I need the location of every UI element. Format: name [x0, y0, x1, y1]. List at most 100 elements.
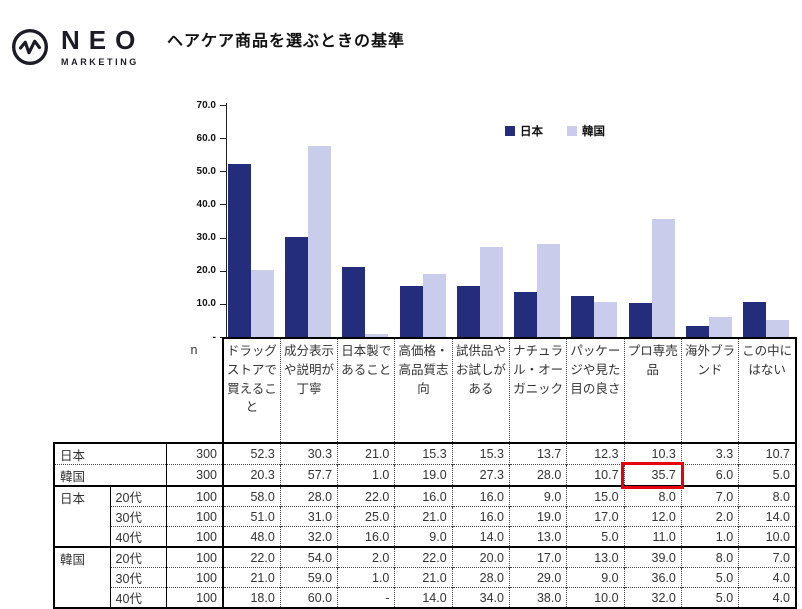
value-cell: 16.0 — [337, 526, 396, 547]
bar-korea-8 — [651, 218, 675, 337]
neo-marketing-logo: NEO MARKETING — [10, 27, 144, 67]
value-cell: 60.0 — [280, 587, 339, 609]
y-tick-label: 10.0 — [196, 298, 216, 310]
bar-japan-9 — [686, 326, 709, 337]
n-value-cell: 100 — [166, 546, 224, 568]
column-header-cell: 成分表示や説明が丁寧 — [279, 337, 339, 444]
value-cell: 9.0 — [566, 567, 625, 588]
highlight-box — [621, 461, 685, 489]
table-row: 30代 100 51.0 31.0 25.0 21.0 16.0 19.0 17.0 12.0 2.… — [54, 506, 797, 527]
value-cell: 28.0 — [280, 485, 339, 507]
value-cell: 6.0 — [681, 464, 740, 486]
column-header-cell: ナチュラル・オーガニック — [508, 337, 568, 444]
column-header-cell: パッケージや見た目の良さ — [566, 337, 625, 444]
y-axis-tick — [220, 204, 226, 206]
bar-japan-3 — [342, 267, 366, 337]
n-value-cell: 100 — [166, 587, 224, 609]
value-cell: 36.0 — [624, 567, 682, 588]
value-cell: 17.0 — [509, 546, 568, 568]
value-cell: 8.0 — [681, 546, 740, 568]
value-cell: 1.0 — [337, 464, 396, 486]
y-axis-tick — [220, 171, 226, 173]
table-row: 韓国 20代 100 22.0 54.0 2.0 22.0 20.0 17.0 13.0 39.0 8… — [53, 546, 797, 609]
value-cell: 10.0 — [566, 587, 625, 609]
value-cell: 25.0 — [337, 506, 396, 527]
bar-korea-2 — [307, 145, 331, 337]
table-row: 40代 100 18.0 60.0-14.0 34.0 38.0 10.0 32.0 5.0 4.… — [54, 587, 797, 609]
value-cell: 38.0 — [509, 587, 568, 609]
value-cell: 11.0 — [624, 526, 682, 547]
value-cell: 29.0 — [509, 567, 568, 588]
table-header-row: n ドラッグストアで買えること 成分表示や説明が丁寧 日本製であること 高価格・高品質志… — [54, 337, 797, 444]
value-cell: 14.0 — [452, 526, 510, 547]
value-cell: 21.0 — [394, 506, 453, 527]
value-cell: 28.0 — [509, 464, 568, 486]
value-cell: 20.3 — [223, 464, 281, 486]
value-cell: 32.0 — [280, 526, 339, 547]
y-axis-tick — [220, 237, 226, 239]
n-value-cell: 100 — [166, 485, 224, 507]
value-cell: 32.0 — [624, 587, 682, 609]
legend-swatch-korea — [567, 126, 577, 136]
y-tick-label: 70.0 — [196, 99, 216, 111]
value-cell: 54.0 — [280, 546, 339, 568]
bar-korea-3 — [365, 333, 389, 337]
value-cell: 5.0 — [681, 567, 740, 588]
bar-korea-7 — [594, 301, 618, 337]
page-title: ヘアケア商品を選ぶときの基準 — [167, 33, 406, 50]
value-cell: 48.0 — [223, 526, 281, 547]
value-cell: 2.0 — [681, 506, 740, 527]
legend-label: 日本 — [520, 126, 543, 138]
row-age-label: 40代 — [110, 587, 167, 609]
value-cell: 31.0 — [280, 506, 339, 527]
value-cell: 8.0 — [624, 485, 682, 507]
value-cell: 52.3 — [223, 442, 281, 465]
row-age-label: 30代 — [110, 506, 167, 527]
value-cell: 51.0 — [223, 506, 281, 527]
value-cell: 7.0 — [738, 546, 797, 568]
n-column-header: n — [190, 343, 198, 357]
value-cell: 30.3 — [280, 442, 339, 465]
value-cell: - — [337, 587, 396, 609]
value-cell: 9.0 — [509, 485, 568, 507]
value-cell: 3.3 — [681, 442, 740, 465]
n-value-cell: 300 — [166, 442, 224, 465]
value-cell: 1.0 — [337, 567, 396, 588]
value-cell: 13.7 — [509, 442, 568, 465]
bar-japan-7 — [571, 296, 595, 337]
legend-item-korea: 韓国 — [567, 123, 605, 139]
value-cell: 34.0 — [452, 587, 510, 609]
value-cell: 7.0 — [681, 485, 740, 507]
value-cell: 22.0 — [394, 546, 453, 568]
row-age-label: 30代 — [110, 567, 167, 588]
value-cell: 17.0 — [566, 506, 625, 527]
value-cell: 5.0 — [738, 464, 797, 486]
bar-korea-4 — [422, 274, 446, 337]
value-cell: 2.0 — [337, 546, 396, 568]
y-axis-line — [226, 103, 227, 337]
value-cell: 20.0 — [452, 546, 510, 568]
value-cell: 10.7 — [738, 442, 797, 465]
header-blank-cell — [54, 338, 166, 443]
bar-japan-6 — [514, 291, 538, 337]
value-cell: 15.3 — [394, 442, 453, 465]
pulse-circle-icon — [10, 27, 50, 67]
value-cell: 28.0 — [452, 567, 510, 588]
table-row: 日本 300 52.3 30.3 21.0 15.3 15.3 13.7 12.3 10.3 3.3… — [53, 442, 797, 465]
bar-japan-1 — [227, 163, 251, 337]
value-cell: 21.0 — [394, 567, 453, 588]
column-header-cell: 高価格・高品質志向 — [394, 337, 453, 444]
value-cell: 27.3 — [452, 464, 510, 486]
value-cell: 12.0 — [624, 506, 682, 527]
value-cell: 13.0 — [509, 526, 568, 547]
value-cell: 21.0 — [337, 442, 396, 465]
value-cell: 16.0 — [394, 485, 453, 507]
legend-label: 韓国 — [582, 126, 605, 138]
value-cell: 8.0 — [738, 485, 797, 507]
value-cell: 19.0 — [509, 506, 568, 527]
value-cell: 4.0 — [738, 587, 797, 609]
value-cell: 58.0 — [223, 485, 281, 507]
value-cell: 16.0 — [452, 485, 510, 507]
column-header-cell: 海外ブランド — [680, 337, 740, 444]
